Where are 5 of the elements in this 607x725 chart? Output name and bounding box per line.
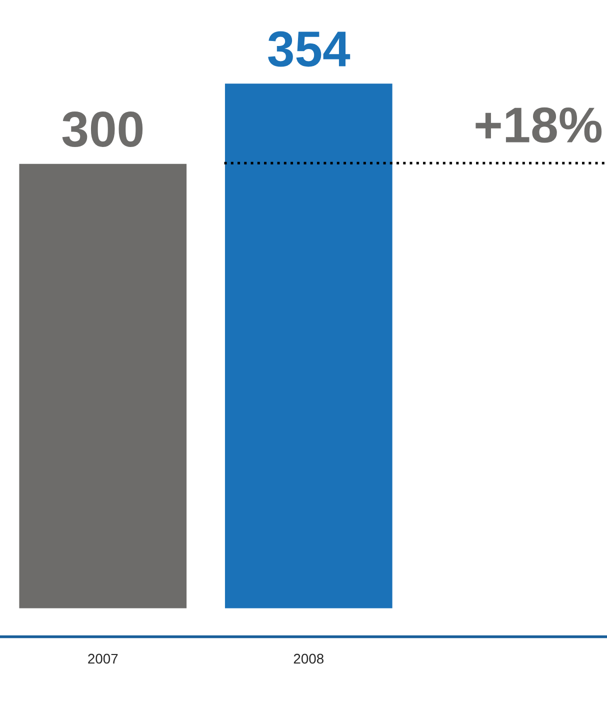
data-label: 300 (62, 112, 143, 148)
x-tick-label: 2007 (88, 654, 118, 664)
data-label: 354 (268, 31, 350, 67)
x-tick-label: 2008 (294, 654, 324, 664)
text: +18% (476, 107, 602, 143)
